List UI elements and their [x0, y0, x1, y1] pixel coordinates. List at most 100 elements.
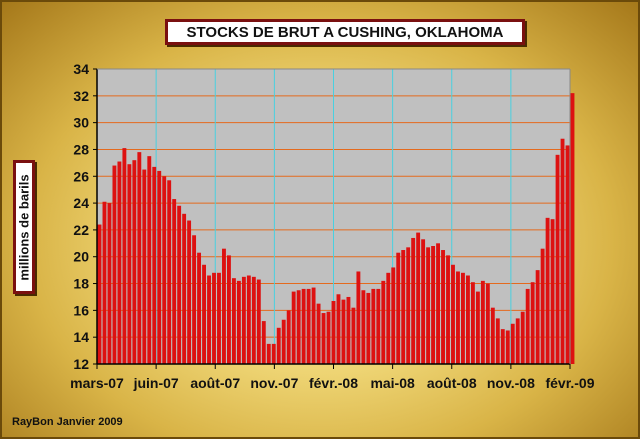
author-credit: RayBon Janvier 2009: [12, 416, 123, 428]
bar: [291, 291, 296, 364]
bar: [152, 166, 157, 364]
x-tick-label: mars-07: [70, 375, 124, 391]
bar: [361, 290, 366, 364]
bar: [182, 213, 187, 364]
bar: [495, 318, 500, 364]
bar: [142, 169, 147, 364]
bar: [122, 148, 127, 364]
bar: [456, 271, 460, 364]
x-tick-label: août-08: [427, 375, 477, 391]
bar: [167, 180, 172, 364]
bar: [147, 156, 152, 364]
bar: [276, 327, 281, 364]
bar: [132, 160, 137, 364]
bar: [192, 235, 197, 364]
bar: [505, 330, 510, 364]
bar: [281, 319, 286, 364]
bar: [251, 276, 256, 364]
bar: [336, 294, 341, 364]
bar: [550, 219, 555, 364]
bar: [102, 201, 107, 364]
y-tick-label: 24: [73, 195, 89, 211]
bar: [530, 282, 535, 364]
x-tick-label: févr.-09: [545, 375, 594, 391]
bar: [386, 272, 391, 364]
x-tick-label: juin-07: [133, 375, 179, 391]
bar: [461, 272, 465, 364]
bar: [107, 203, 112, 364]
y-axis-label-box: millions de barils: [13, 160, 35, 294]
bar: [202, 264, 206, 364]
bar: [470, 282, 475, 364]
bar: [555, 154, 560, 364]
bar: [231, 278, 236, 364]
bar: [346, 296, 351, 364]
bar: [246, 275, 251, 364]
bar: [465, 275, 470, 364]
y-tick-label: 18: [73, 276, 89, 292]
bar: [540, 248, 545, 364]
chart-title-box: STOCKS DE BRUT A CUSHING, OKLAHOMA: [165, 19, 525, 45]
bar: [172, 199, 177, 364]
bar: [177, 205, 182, 364]
y-tick-label: 16: [73, 302, 89, 318]
bar: [381, 280, 386, 364]
bar: [321, 313, 326, 364]
y-tick-label: 34: [73, 61, 89, 77]
bar: [256, 279, 261, 364]
bar: [187, 220, 192, 364]
bar: [261, 321, 266, 364]
bar: [500, 329, 505, 364]
bar: [306, 288, 311, 364]
bar: [356, 271, 361, 364]
x-tick-label: nov.-08: [487, 375, 535, 391]
bar: [451, 264, 455, 364]
bar: [535, 270, 540, 364]
bar: [490, 307, 495, 364]
bar: [112, 165, 117, 364]
bar: [97, 224, 102, 364]
bar: [301, 288, 306, 364]
bar: [286, 310, 291, 364]
bar: [207, 275, 211, 364]
bar: [227, 255, 231, 364]
bar: [441, 250, 445, 364]
bar: [510, 323, 515, 364]
x-tick-label: févr.-08: [309, 375, 358, 391]
bar: [217, 272, 221, 364]
bar: [485, 283, 490, 364]
y-tick-label: 22: [73, 222, 89, 238]
bar: [391, 267, 396, 364]
bar: [266, 343, 271, 364]
bar: [376, 288, 381, 364]
bar: [371, 288, 376, 364]
bar: [341, 299, 346, 364]
bar: [222, 248, 226, 364]
bar: [366, 292, 371, 364]
y-tick-label: 32: [73, 88, 89, 104]
bar: [127, 164, 132, 364]
bar: [296, 290, 301, 364]
y-tick-label: 28: [73, 141, 89, 157]
bar: [416, 232, 421, 364]
bar: [236, 280, 241, 364]
bar: [565, 145, 570, 364]
bar: [520, 311, 525, 364]
bar: [117, 161, 122, 364]
chart-title: STOCKS DE BRUT A CUSHING, OKLAHOMA: [186, 23, 504, 41]
y-tick-label: 14: [73, 329, 89, 345]
bar: [431, 246, 436, 364]
bar: [525, 288, 530, 364]
y-tick-label: 12: [73, 356, 89, 372]
bar: [162, 176, 167, 364]
bar: [326, 311, 331, 364]
bar: [157, 170, 162, 364]
x-tick-label: août-07: [190, 375, 240, 391]
y-tick-label: 30: [73, 115, 89, 131]
bar: [411, 237, 416, 364]
bar: [545, 217, 550, 364]
bar: [396, 252, 401, 364]
bar: [480, 280, 485, 364]
bar: [311, 287, 316, 364]
